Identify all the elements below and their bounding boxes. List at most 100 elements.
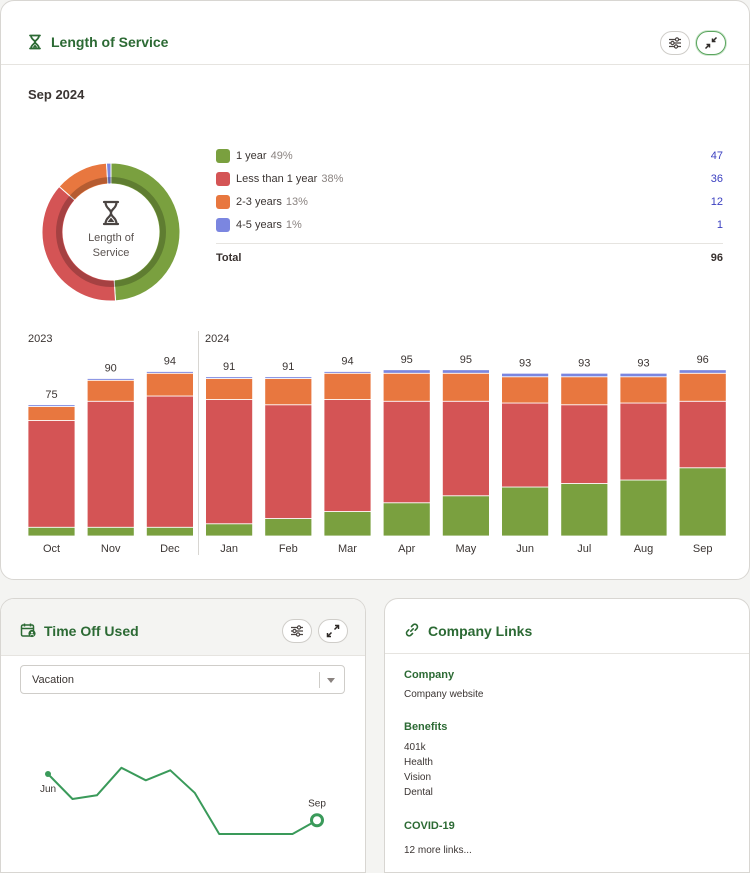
legend-item[interactable]: Less than 1 year 38% 36 [216, 171, 723, 194]
bar-segment[interactable] [678, 372, 727, 402]
legend-item[interactable]: 1 year 49% 47 [216, 148, 723, 171]
x-tick-label: Jul [577, 543, 591, 555]
line-start-point[interactable] [45, 771, 51, 777]
donut-label-line2: Service [92, 247, 130, 259]
links-card-header: Company Links [385, 599, 749, 654]
year-label-2024: 2024 [205, 333, 230, 345]
bar-segment[interactable] [264, 378, 313, 406]
bar-segment[interactable] [86, 378, 135, 381]
bar-segment[interactable] [27, 404, 76, 407]
x-tick-label: Aug [634, 543, 654, 555]
los-settings-button[interactable] [660, 31, 690, 55]
bar-total-label: 96 [697, 354, 709, 366]
x-tick-label: Feb [279, 543, 298, 555]
bar-segment[interactable] [323, 399, 372, 512]
bar-segment[interactable] [323, 511, 372, 537]
timeoff-line [47, 766, 318, 835]
bar-segment[interactable] [501, 376, 550, 404]
bar-segment[interactable] [205, 399, 254, 525]
bar-segment[interactable] [619, 376, 668, 404]
bar-segment[interactable] [678, 369, 727, 374]
bar-segment[interactable] [205, 523, 254, 537]
links-title: Company Links [428, 623, 533, 639]
chevron-down-icon[interactable] [327, 678, 335, 683]
bar-segment[interactable] [86, 379, 135, 402]
bar-segment[interactable] [27, 526, 76, 537]
more-links[interactable]: 12 more links... [404, 845, 472, 856]
line-end-point[interactable] [310, 813, 324, 828]
bar-total-label: 94 [164, 356, 176, 368]
los-donut-chart [41, 162, 181, 302]
legend-item[interactable]: 2-3 years 13% 12 [216, 194, 723, 217]
total-label: Total [216, 252, 242, 264]
bar-segment[interactable] [145, 371, 194, 374]
bar-segment[interactable] [619, 479, 668, 537]
bar-segment[interactable] [441, 372, 490, 402]
legend-count[interactable]: 12 [710, 196, 723, 208]
period-label: Sep 2024 [28, 87, 85, 102]
bar-segment[interactable] [560, 404, 609, 484]
bar-segment[interactable] [501, 372, 550, 378]
donut-slice[interactable] [105, 162, 112, 185]
bar-segment[interactable] [441, 400, 490, 497]
bar-segment[interactable] [382, 372, 431, 402]
bar-segment[interactable] [382, 369, 431, 374]
bar-segment[interactable] [86, 526, 135, 537]
bar-segment[interactable] [145, 395, 194, 528]
year-label-2023: 2023 [28, 333, 53, 345]
bar-segment[interactable] [619, 372, 668, 378]
bar-segment[interactable] [27, 406, 76, 421]
bar-segment[interactable] [27, 420, 76, 528]
bar-segment[interactable] [441, 495, 490, 537]
bar-segment[interactable] [501, 402, 550, 488]
timeoff-expand-button[interactable] [318, 619, 348, 643]
bar-segment[interactable] [441, 369, 490, 374]
x-tick-label: Mar [338, 543, 357, 555]
los-collapse-button[interactable] [696, 31, 726, 55]
sliders-icon [669, 37, 681, 49]
bar-segment[interactable] [205, 376, 254, 379]
bar-segment[interactable] [205, 378, 254, 400]
bar-segment[interactable] [264, 376, 313, 379]
bar-segment[interactable] [560, 483, 609, 537]
bar-total-label: 93 [519, 357, 531, 369]
bar-total-label: 75 [45, 389, 57, 401]
x-tick-label: Sep [693, 543, 713, 555]
bar-total-label: 91 [282, 361, 294, 373]
donut-inner-ring [56, 177, 166, 287]
legend-label: 1 year 49% [236, 150, 293, 162]
bar-segment[interactable] [678, 467, 727, 537]
x-tick-label: Apr [398, 543, 415, 555]
link-item[interactable]: Company website [404, 689, 484, 700]
link-item[interactable]: Dental [404, 787, 433, 798]
los-title: Length of Service [51, 34, 169, 50]
bar-segment[interactable] [264, 518, 313, 537]
link-item[interactable]: 401k [404, 742, 426, 753]
legend-count[interactable]: 1 [716, 219, 723, 231]
legend-count[interactable]: 36 [710, 173, 723, 185]
bar-segment[interactable] [678, 400, 727, 469]
bar-segment[interactable] [619, 402, 668, 481]
bar-segment[interactable] [323, 372, 372, 400]
donut-slice[interactable] [110, 162, 181, 302]
link-item[interactable]: Health [404, 757, 433, 768]
bar-segment[interactable] [382, 400, 431, 504]
bar-total-label: 94 [341, 356, 353, 368]
bar-segment[interactable] [86, 400, 135, 528]
legend-count[interactable]: 47 [710, 150, 723, 162]
timeoff-settings-button[interactable] [282, 619, 312, 643]
bar-segment[interactable] [560, 372, 609, 378]
bar-segment[interactable] [323, 371, 372, 374]
bar-segment[interactable] [264, 404, 313, 519]
line-start-label: Jun [40, 784, 56, 795]
bar-segment[interactable] [501, 486, 550, 537]
bar-total-label: 90 [105, 363, 117, 375]
bar-segment[interactable] [145, 372, 194, 397]
timeoff-type-select[interactable]: Vacation [20, 665, 345, 694]
donut-label-line1: Length of [88, 232, 134, 244]
bar-segment[interactable] [560, 376, 609, 406]
link-item[interactable]: Vision [404, 772, 432, 783]
bar-segment[interactable] [382, 502, 431, 537]
legend-item[interactable]: 4-5 years 1% 1 [216, 217, 723, 240]
bar-segment[interactable] [145, 526, 194, 537]
